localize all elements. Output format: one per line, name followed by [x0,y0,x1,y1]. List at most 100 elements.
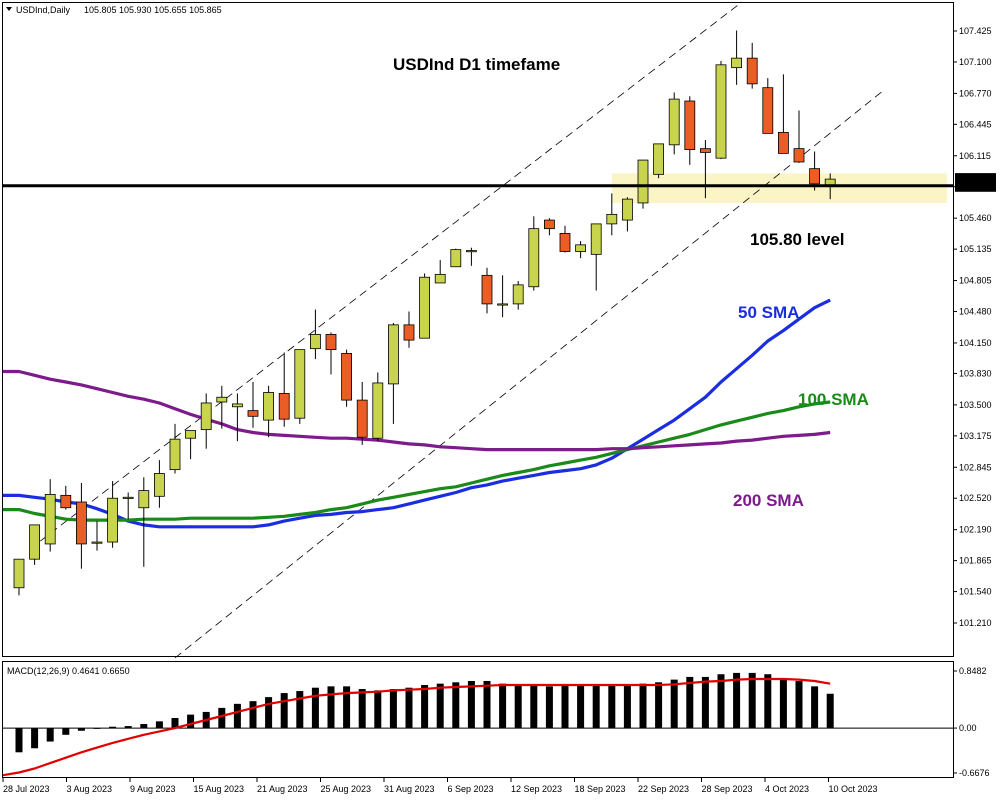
candle-body [668,98,680,146]
x-tick-label: 31 Aug 2023 [384,784,435,794]
x-tick-label: 4 Oct 2023 [765,784,809,794]
y-tick-label: 107.425 [959,26,992,36]
x-tick-label: 10 Oct 2023 [829,784,878,794]
macd-bar [327,686,335,729]
current-price-box [955,173,996,184]
candle-body [528,228,540,288]
candle [809,151,820,191]
candle [107,481,118,548]
candle [76,482,87,569]
y-tick-label: 101.210 [959,618,992,628]
candle [356,382,368,445]
candle-body [138,490,150,509]
x-tick-label: 18 Sep 2023 [575,784,626,794]
candle [762,78,774,134]
candle-body [715,64,727,159]
x-tick-label: 21 Aug 2023 [257,784,308,794]
candle [200,393,212,449]
candle [668,92,680,155]
x-tick-label: 28 Sep 2023 [702,784,753,794]
macd-bar [452,682,460,729]
candle-body [590,223,602,255]
x-tick-label: 22 Sep 2023 [638,784,689,794]
candle-body [44,494,56,545]
macd-bar [795,680,803,729]
candles-layer [13,30,836,596]
candle-body [153,473,165,497]
candle [216,385,228,429]
macd-bar [811,686,819,729]
x-tick-label: 6 Sep 2023 [448,784,494,794]
chart-title: USDInd D1 timefame [393,55,560,74]
level-annotation: 105.80 level [750,230,845,249]
candle [544,218,555,236]
macd-bar [405,687,413,729]
macd-bar [826,693,834,729]
macd-bar [467,680,475,729]
y-tick-label: 102.190 [959,525,992,535]
candle-body [778,132,789,154]
candle-body [731,57,742,69]
candle-body [107,497,118,543]
candle [497,275,509,318]
candle [44,479,56,552]
candle-body [575,244,586,252]
macd-bar [530,685,538,729]
macd-bar [561,685,569,729]
candle [481,267,493,314]
macd-bar [171,717,179,729]
candle-body [60,494,72,509]
candle-body [278,393,290,420]
sma200-line [3,369,831,452]
candle [294,349,306,424]
candle [60,485,72,510]
macd-bar [545,686,553,729]
dropdown-triangle-icon[interactable] [6,7,12,11]
y-tick-label: 101.865 [959,556,992,566]
main-chart-frame [2,2,954,657]
candle-body [263,392,275,421]
candle [559,225,571,253]
candle [341,349,353,407]
candle-body [606,213,618,225]
candle-body [622,198,633,221]
candle [247,382,259,428]
candle-body [200,402,212,431]
y-tick-label: 106.445 [959,119,992,129]
candle [684,96,696,165]
candle-body [497,303,509,306]
candle [606,193,618,236]
x-tick-label: 3 Aug 2023 [67,784,113,794]
macd-layer: 0.8482 0.00 -0.6676 [2,666,990,778]
candle [746,42,758,89]
candle-body [824,178,836,186]
macd-bar [389,689,397,729]
macd-bar [233,703,241,729]
candle [278,352,290,427]
y-tick-label: 106.770 [959,88,992,98]
candle-body [419,276,431,339]
macd-label: MACD(12,26,9) 0.4641 0.6650 [7,666,130,676]
macd-bar [514,685,522,729]
macd-panel-frame [2,661,954,778]
y-tick-label: 101.540 [959,587,992,597]
y-tick-label: 103.175 [959,431,992,441]
macd-bar [577,685,585,729]
sma200-annotation: 200 SMA [733,491,804,510]
sma100-line [3,400,831,522]
macd-bar [764,674,772,729]
macd-bar [748,672,756,729]
candle-body [700,148,711,153]
macd-bar [343,686,351,729]
candle [153,460,165,508]
candle [622,197,633,232]
current-price-label: 105.866 [958,173,991,183]
candle-body [450,249,462,268]
candle [122,492,134,520]
level-price-label: 105.800 [958,182,991,192]
candle [231,393,243,442]
macd-bar [311,687,319,729]
macd-bar [93,728,101,729]
macd-bar [77,728,85,731]
